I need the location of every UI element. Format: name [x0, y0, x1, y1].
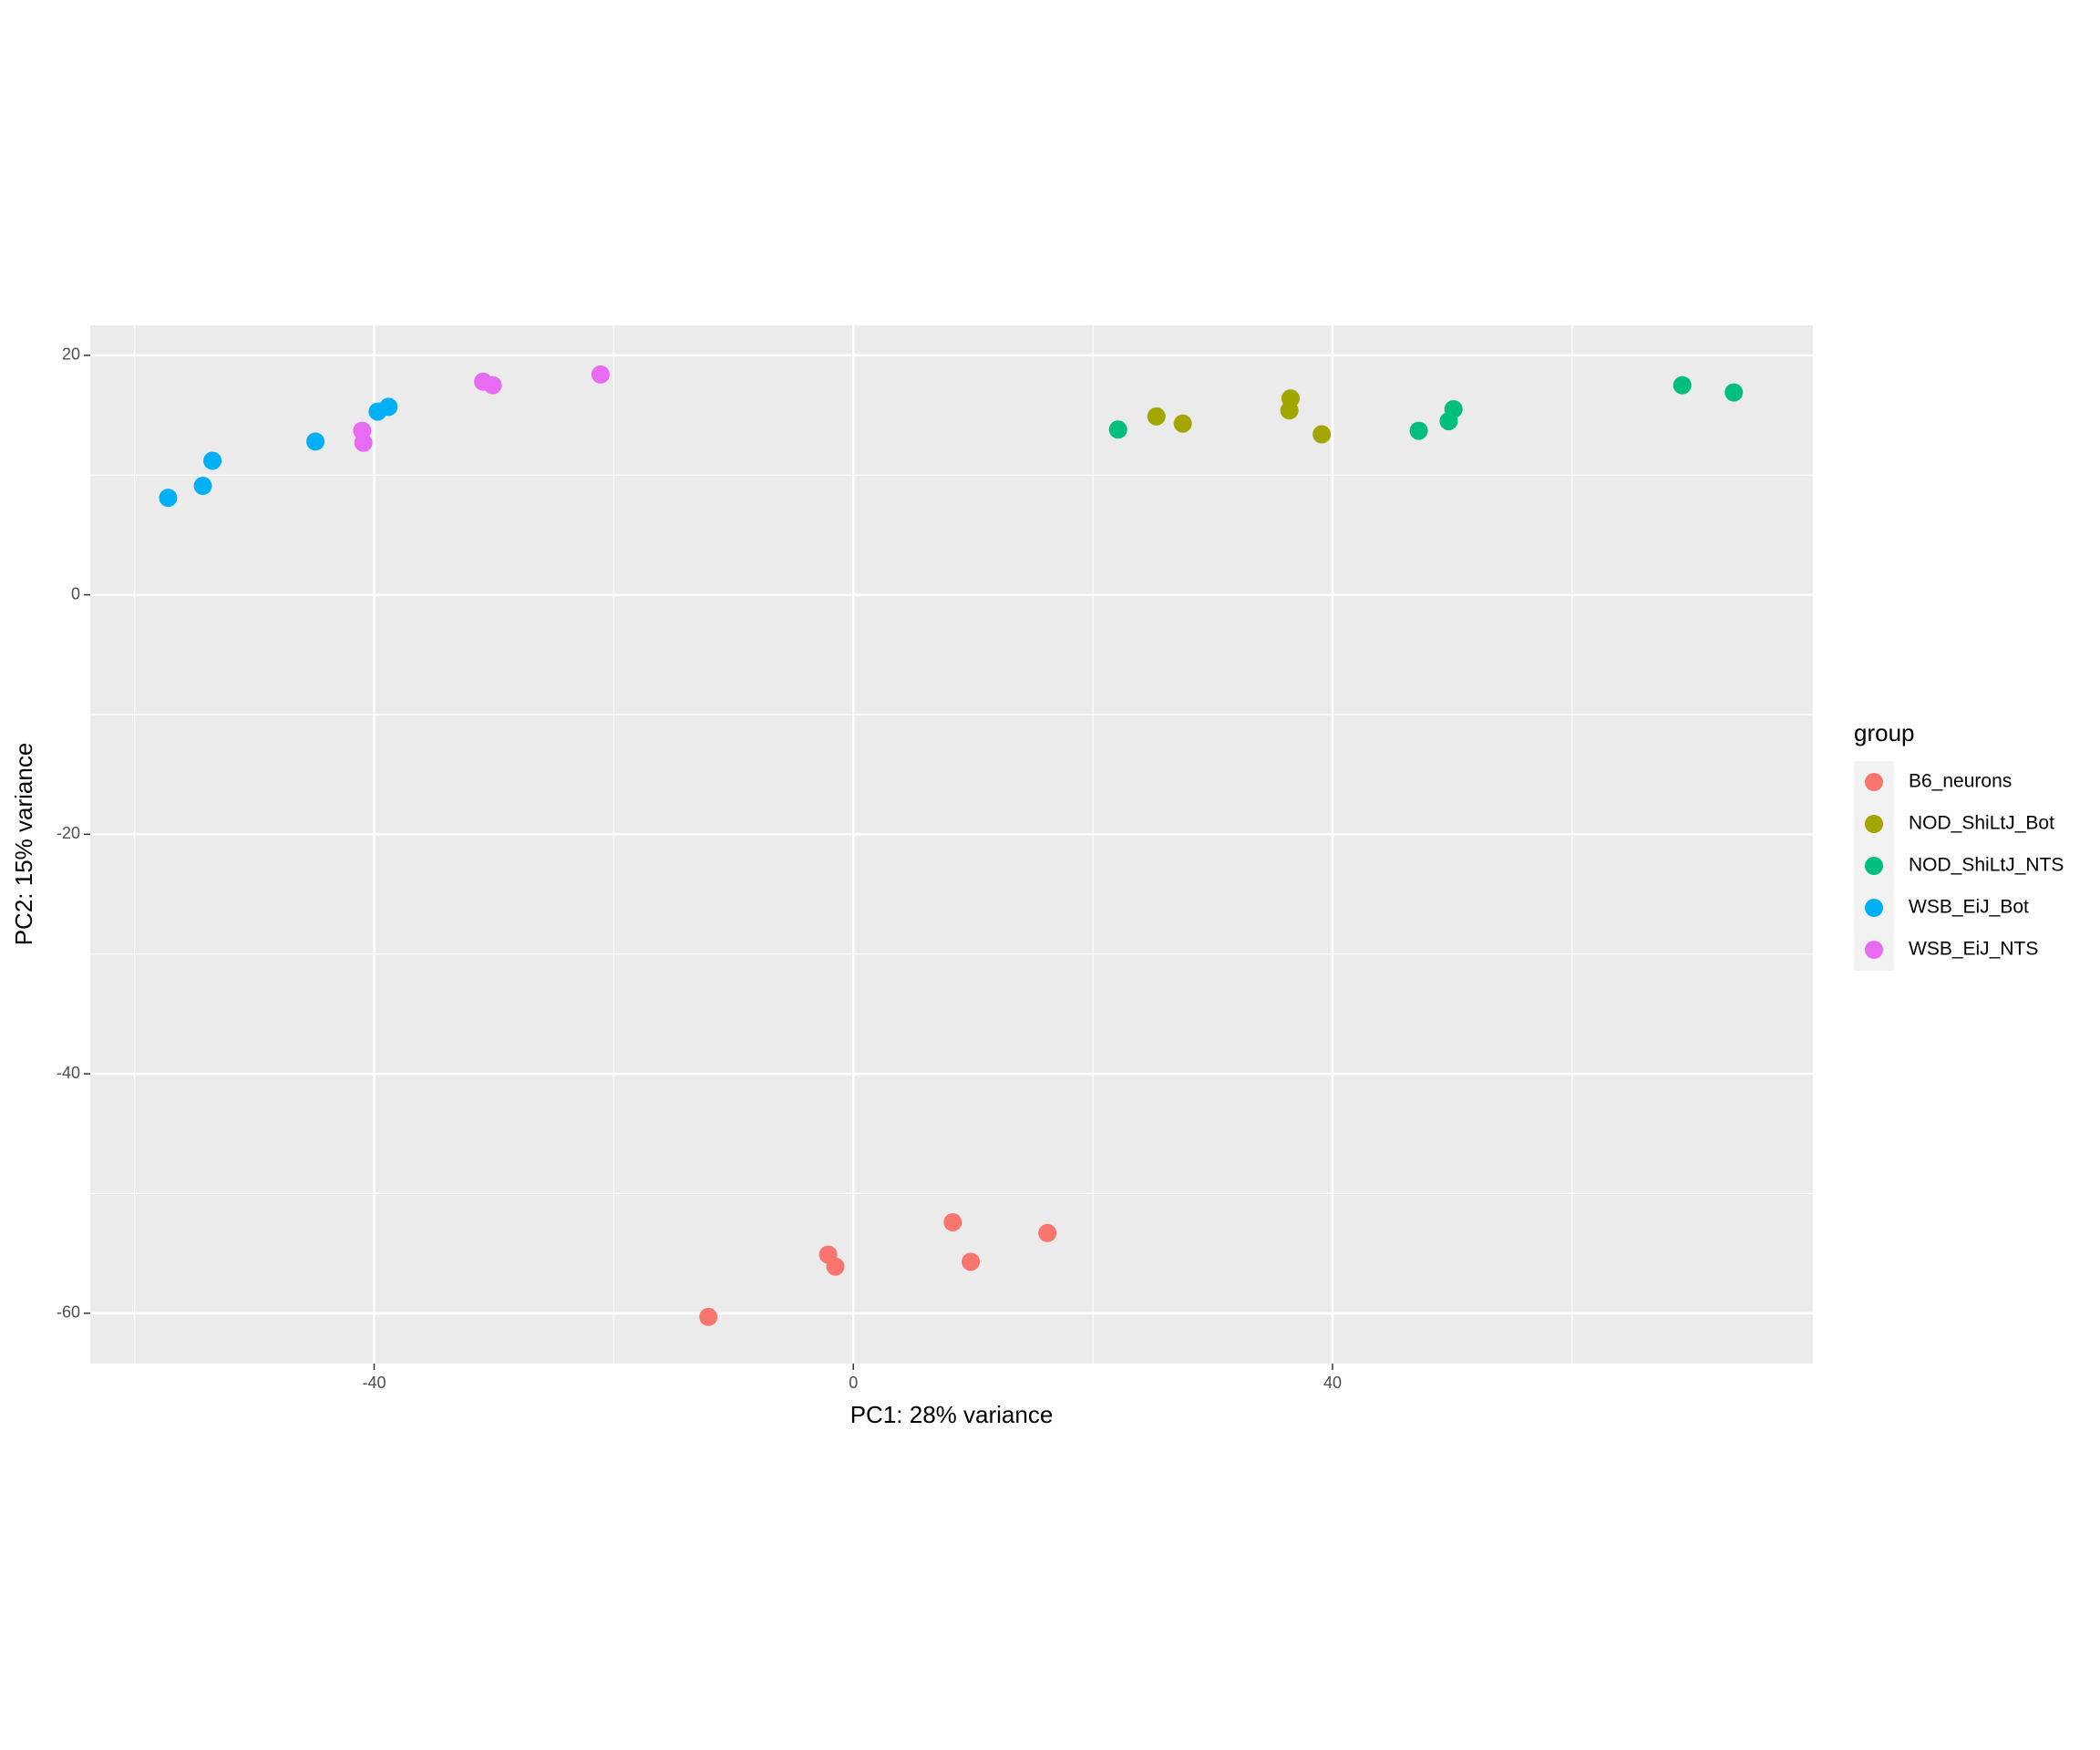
point — [1673, 376, 1692, 395]
x-tick-label: -40 — [362, 1374, 386, 1392]
point — [354, 433, 373, 452]
point — [1038, 1223, 1057, 1242]
legend-key — [1865, 815, 1883, 833]
legend-label: NOD_ShiLtJ_NTS — [1909, 855, 2064, 876]
legend-label: B6_neurons — [1909, 771, 2012, 792]
point — [1312, 425, 1332, 444]
point — [483, 376, 502, 395]
point — [591, 365, 610, 384]
point — [1173, 414, 1192, 433]
point — [1724, 383, 1744, 402]
y-axis-title: PC2: 15% variance — [10, 743, 37, 946]
y-tick-label: -60 — [57, 1303, 80, 1322]
point — [1409, 421, 1428, 440]
point — [1147, 407, 1166, 426]
legend-label: NOD_ShiLtJ_Bot — [1909, 813, 2054, 834]
x-axis-title: PC1: 28% variance — [850, 1401, 1054, 1428]
legend-key — [1865, 899, 1883, 917]
point — [306, 432, 325, 451]
panel — [90, 325, 1813, 1364]
legend-label: WSB_EiJ_NTS — [1909, 939, 2038, 960]
point — [826, 1257, 845, 1276]
point — [193, 477, 212, 496]
point — [1280, 401, 1299, 420]
point — [159, 489, 178, 508]
x-tick-label: 0 — [849, 1374, 858, 1392]
x-tick-label: 40 — [1323, 1374, 1342, 1392]
point — [943, 1212, 962, 1231]
legend-label: WSB_EiJ_Bot — [1909, 897, 2029, 918]
legend-key — [1865, 857, 1883, 875]
legend-key — [1865, 941, 1883, 959]
point — [1108, 420, 1127, 439]
y-tick-label: 0 — [71, 584, 80, 602]
point — [1444, 399, 1463, 418]
legend-key — [1865, 773, 1883, 791]
point — [699, 1307, 718, 1326]
point — [379, 397, 398, 417]
point — [962, 1252, 981, 1271]
y-tick-label: -40 — [57, 1064, 80, 1082]
y-tick-label: 20 — [62, 345, 80, 364]
y-tick-label: -20 — [57, 824, 80, 842]
legend-title: group — [1854, 719, 1915, 746]
point — [203, 451, 222, 470]
